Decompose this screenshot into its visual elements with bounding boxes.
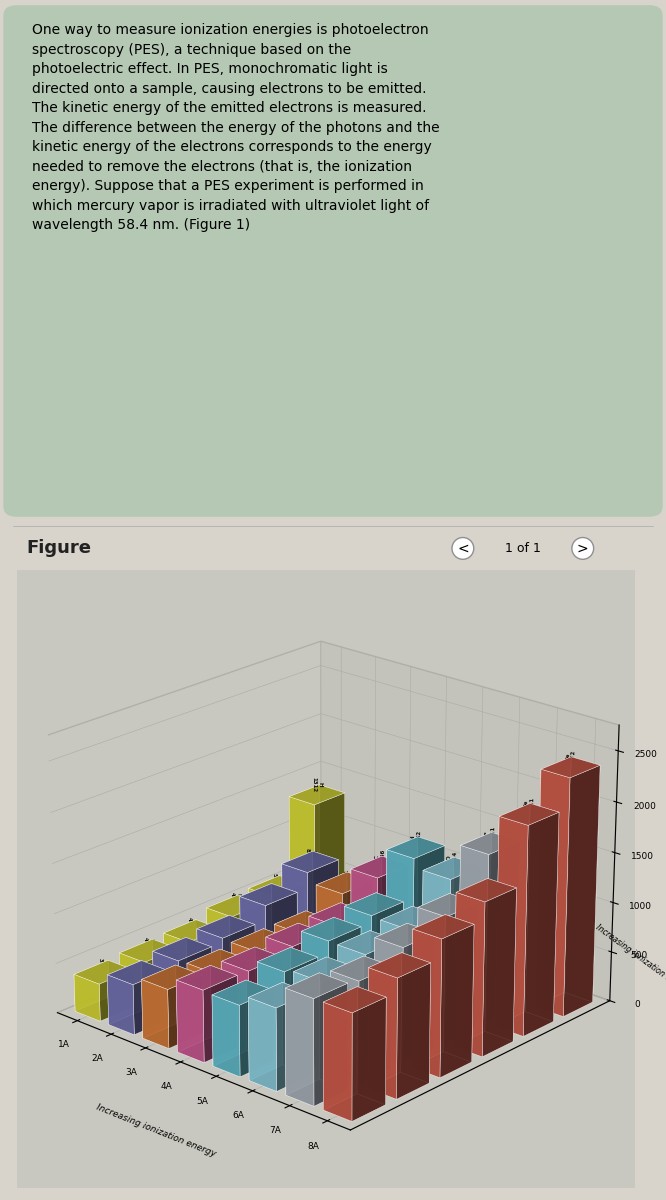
Text: Increasing ionization energy: Increasing ionization energy [594, 923, 666, 997]
X-axis label: Increasing ionization energy: Increasing ionization energy [95, 1103, 217, 1159]
FancyBboxPatch shape [3, 5, 663, 517]
Text: One way to measure ionization energies is photoelectron
spectroscopy (PES), a te: One way to measure ionization energies i… [32, 24, 440, 233]
Text: <: < [457, 541, 469, 556]
Text: 1 of 1: 1 of 1 [505, 542, 541, 554]
Text: >: > [577, 541, 589, 556]
Text: Figure: Figure [27, 539, 92, 557]
